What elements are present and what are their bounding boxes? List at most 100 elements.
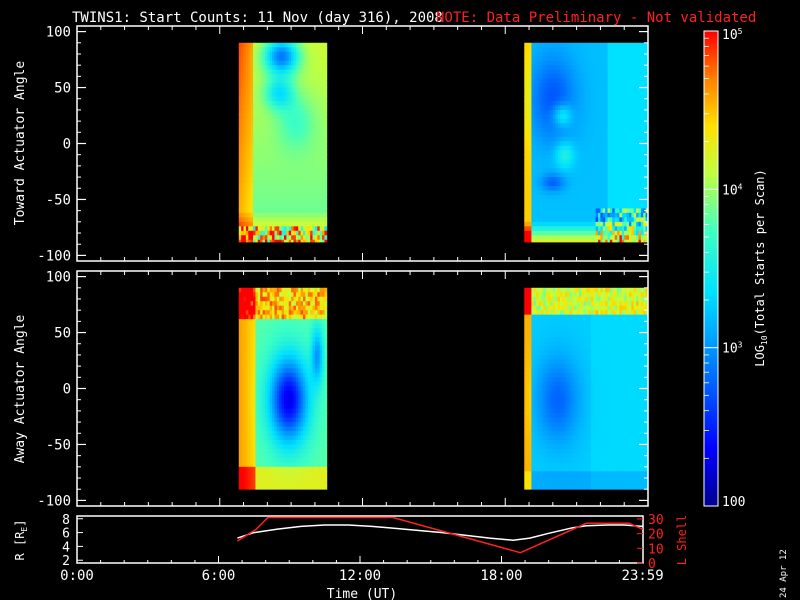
away-heatmap-cell xyxy=(269,395,273,401)
toward-heatmap-cell xyxy=(552,42,556,48)
toward-heatmap-cell xyxy=(579,56,582,62)
toward-heatmap-cell xyxy=(272,181,275,187)
toward-heatmap-cell xyxy=(619,181,623,187)
toward-heatmap-cell xyxy=(576,109,580,115)
toward-heatmap-cell xyxy=(598,168,601,173)
toward-heatmap-cell xyxy=(567,96,570,102)
toward-heatmap-cell xyxy=(264,69,268,75)
toward-heatmap-cell xyxy=(319,221,323,227)
toward-heatmap-cell xyxy=(295,181,299,187)
toward-heatmap-cell xyxy=(581,123,585,129)
toward-heatmap-cell xyxy=(264,226,268,232)
away-heatmap-cell xyxy=(272,408,275,414)
toward-heatmap-cell xyxy=(612,230,616,236)
toward-heatmap-cell xyxy=(555,172,558,178)
toward-heatmap-cell xyxy=(640,208,644,214)
toward-heatmap-cell xyxy=(295,51,299,57)
toward-heatmap-cell xyxy=(529,181,532,187)
toward-heatmap-cell xyxy=(295,203,299,209)
toward-heatmap-cell xyxy=(531,123,535,129)
away-heatmap-cell xyxy=(264,310,268,316)
toward-heatmap-cell xyxy=(605,190,608,196)
toward-heatmap-cell xyxy=(645,69,648,75)
away-heatmap-cell xyxy=(253,444,256,450)
toward-heatmap-cell xyxy=(307,141,311,147)
toward-heatmap-cell xyxy=(621,100,625,106)
toward-heatmap-cell xyxy=(243,208,247,214)
away-heatmap-cell xyxy=(253,368,256,374)
toward-heatmap-cell xyxy=(571,239,575,243)
away-heatmap-cell xyxy=(262,462,266,468)
away-heatmap-cell xyxy=(243,422,247,427)
away-heatmap-cell xyxy=(281,323,285,329)
toward-heatmap-cell xyxy=(283,87,287,93)
toward-heatmap-cell xyxy=(255,109,259,115)
toward-heatmap-cell xyxy=(310,235,313,241)
toward-heatmap-cell xyxy=(626,114,630,120)
toward-heatmap-cell xyxy=(550,132,554,138)
away-heatmap-cell xyxy=(243,341,247,347)
toward-heatmap-cell xyxy=(303,51,306,57)
toward-heatmap-cell xyxy=(626,172,630,178)
toward-heatmap-cell xyxy=(593,56,597,62)
toward-heatmap-cell xyxy=(643,109,647,115)
away-heatmap-cell xyxy=(264,453,268,459)
toward-heatmap-cell xyxy=(600,208,604,214)
toward-heatmap-cell xyxy=(559,190,563,196)
toward-heatmap-cell xyxy=(638,145,642,151)
toward-heatmap-cell xyxy=(272,226,275,232)
toward-heatmap-cell xyxy=(628,177,632,182)
toward-heatmap-cell xyxy=(257,96,261,102)
away-heatmap-cell xyxy=(262,337,266,342)
toward-heatmap-cell xyxy=(245,87,249,93)
toward-heatmap-cell xyxy=(317,199,321,205)
toward-heatmap-cell xyxy=(586,42,589,48)
toward-heatmap-cell xyxy=(548,123,551,129)
toward-heatmap-cell xyxy=(571,105,575,111)
toward-heatmap-cell xyxy=(638,56,642,62)
toward-heatmap-cell xyxy=(557,212,561,218)
toward-heatmap-cell xyxy=(274,190,278,196)
away-heatmap-cell xyxy=(269,350,273,356)
toward-heatmap-cell xyxy=(590,65,594,71)
away-heatmap-cell xyxy=(243,372,247,378)
toward-heatmap-cell xyxy=(576,47,580,53)
away-heatmap-cell xyxy=(267,466,271,472)
toward-heatmap-cell xyxy=(543,74,547,79)
away-heatmap-cell xyxy=(250,422,254,427)
toward-heatmap-cell xyxy=(288,96,292,102)
toward-heatmap-cell xyxy=(538,177,542,182)
toward-heatmap-cell xyxy=(283,159,287,165)
toward-heatmap-cell xyxy=(619,235,623,241)
toward-heatmap-cell xyxy=(281,145,285,151)
toward-heatmap-cell xyxy=(605,221,608,227)
toward-heatmap-cell xyxy=(255,203,259,209)
toward-heatmap-cell xyxy=(602,230,606,236)
toward-heatmap-cell xyxy=(305,226,309,232)
toward-heatmap-cell xyxy=(269,83,273,88)
toward-heatmap-cell xyxy=(267,163,271,169)
toward-heatmap-cell xyxy=(598,118,601,124)
toward-heatmap-cell xyxy=(612,74,616,79)
toward-heatmap-cell xyxy=(562,194,566,200)
toward-heatmap-cell xyxy=(293,118,297,124)
away-heatmap-cell xyxy=(269,287,273,293)
toward-heatmap-cell xyxy=(253,212,256,218)
away-heatmap-cell xyxy=(264,439,268,445)
away-heatmap-cell xyxy=(262,386,266,392)
toward-heatmap-cell xyxy=(605,141,608,147)
away-heatmap-cell xyxy=(241,413,244,418)
away-heatmap-cell xyxy=(267,332,271,338)
toward-heatmap-cell xyxy=(614,136,618,142)
toward-heatmap-cell xyxy=(645,199,648,205)
toward-heatmap-cell xyxy=(543,141,547,147)
toward-heatmap-cell xyxy=(267,42,271,48)
away-heatmap-cell xyxy=(238,386,242,392)
toward-heatmap-cell xyxy=(303,186,306,191)
toward-heatmap-cell xyxy=(555,145,558,151)
toward-heatmap-cell xyxy=(291,239,294,243)
away-heatmap-cell xyxy=(248,310,252,316)
toward-heatmap-cell xyxy=(593,136,597,142)
away-heatmap-cell xyxy=(238,296,242,302)
toward-heatmap-cell xyxy=(605,51,608,57)
